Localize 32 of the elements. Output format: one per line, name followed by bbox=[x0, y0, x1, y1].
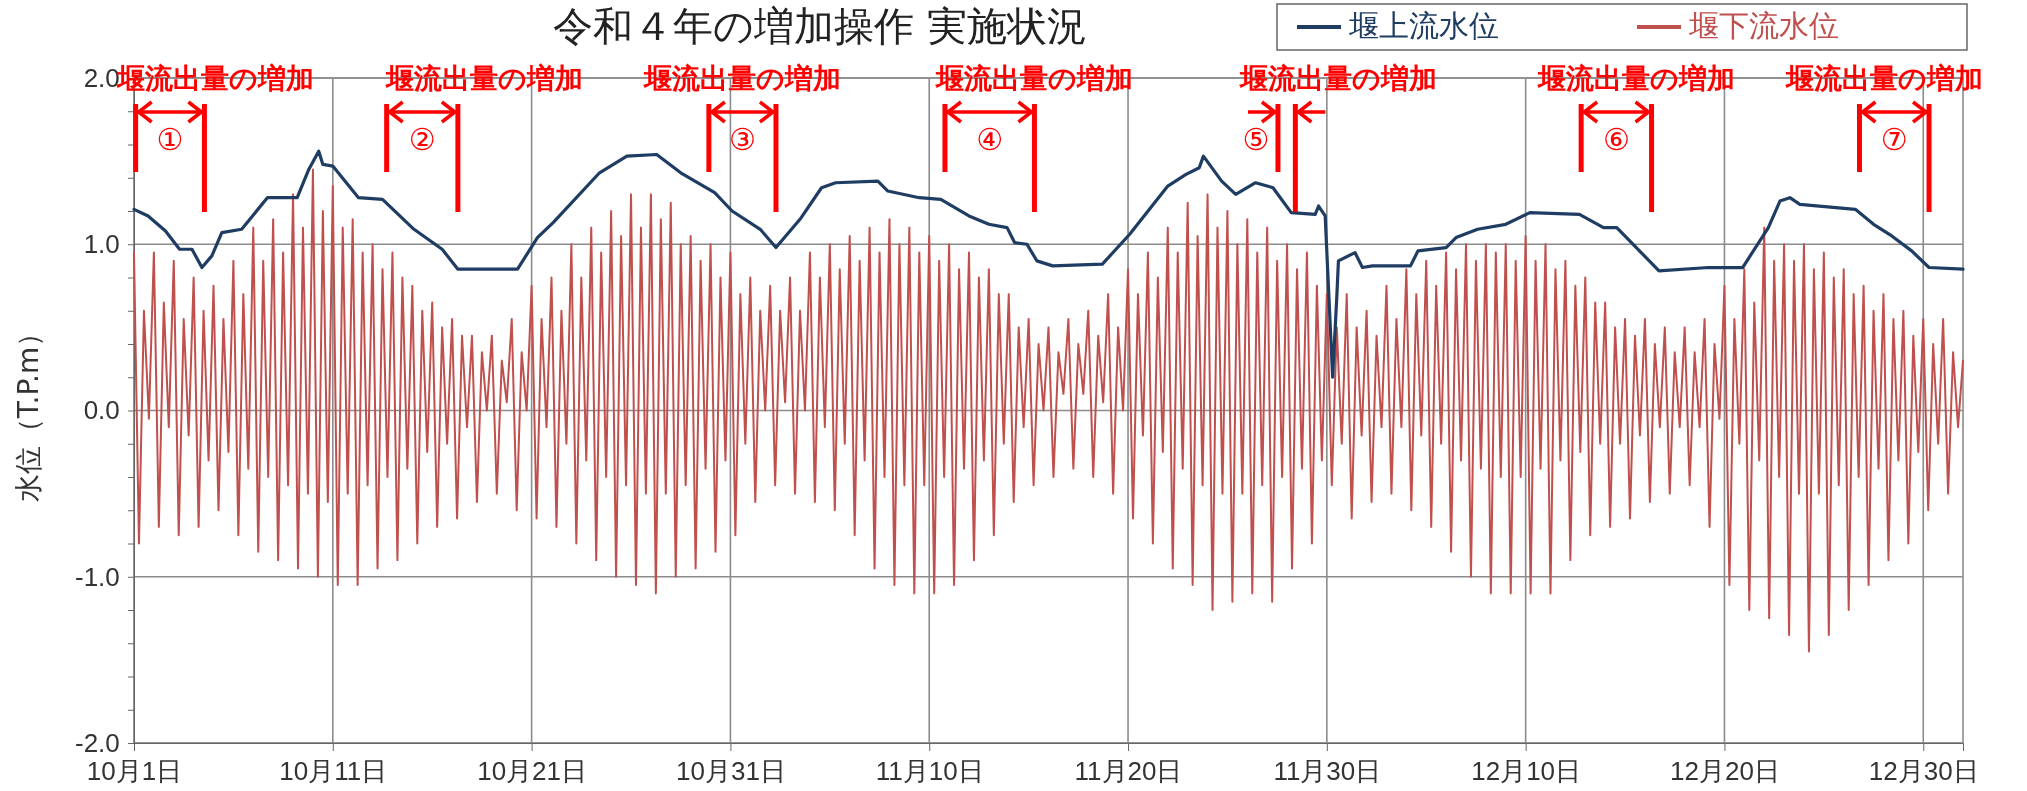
x-tick-label: 11月10日 bbox=[875, 756, 984, 786]
x-tick-label: 12月10日 bbox=[1471, 756, 1582, 786]
annotation: 堰流出量の増加 bbox=[1783, 62, 1983, 95]
ref-line-label: ④ bbox=[976, 122, 1004, 157]
ref-line-label: ⑥ bbox=[1602, 122, 1630, 157]
x-tick-label: 12月30日 bbox=[1868, 756, 1979, 786]
x-tick-label: 11月30日 bbox=[1273, 756, 1382, 786]
ref-line-label: ① bbox=[156, 122, 184, 157]
ref-line-label: ⑦ bbox=[1880, 122, 1908, 157]
annotation: 堰流出量の増加 bbox=[1535, 62, 1735, 95]
x-tick-label: 12月20日 bbox=[1670, 756, 1780, 786]
annotation: 堰流出量の増加 bbox=[383, 62, 583, 95]
annotation: 堰流出量の増加 bbox=[641, 62, 841, 95]
x-tick-label: 10月1日 bbox=[86, 756, 183, 786]
line-series bbox=[133, 168, 1964, 653]
chart-title: 令和４年の増加操作 実施状況 bbox=[553, 3, 1087, 49]
x-tick-label: 10月21日 bbox=[477, 756, 588, 786]
annotation: 堰流出量の増加 bbox=[1238, 62, 1438, 95]
y-tick-label: 1.0 bbox=[83, 229, 120, 260]
x-tick-label: 10月11日 bbox=[279, 756, 388, 786]
ref-line-label: ⑤ bbox=[1242, 122, 1270, 157]
y-tick-label: -2.0 bbox=[74, 727, 120, 758]
annotation: 堰流出量の増加 bbox=[934, 62, 1134, 95]
ref-line-label: ② bbox=[408, 122, 436, 157]
text: 堰上流水位 bbox=[1348, 7, 1499, 43]
y-tick-label: 0.0 bbox=[83, 395, 120, 426]
y-tick-label: -1.0 bbox=[74, 561, 120, 592]
x-tick-label: 10月31日 bbox=[676, 756, 786, 786]
y-axis-title: 水位（T.P.m） bbox=[12, 318, 45, 503]
x-tick-label: 11月20日 bbox=[1074, 756, 1183, 786]
ref-line-label: ③ bbox=[728, 122, 756, 157]
text: 堰下流水位 bbox=[1688, 7, 1839, 43]
